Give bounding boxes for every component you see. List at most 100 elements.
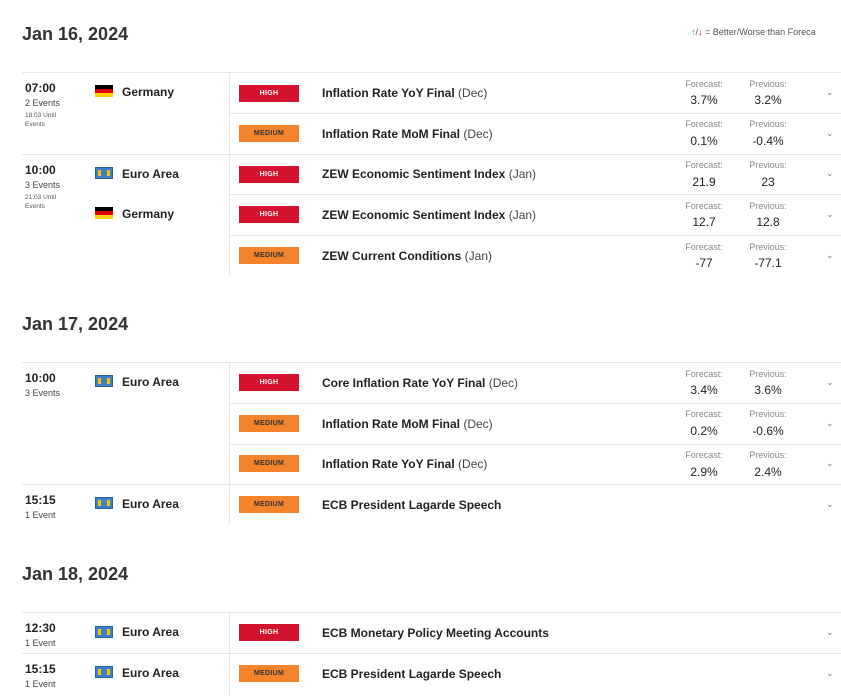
forecast-label: Forecast: xyxy=(685,409,723,419)
impact-badge: HIGH xyxy=(239,624,299,641)
event-name[interactable]: ECB President Lagarde Speech xyxy=(322,667,501,681)
day-header: Jan 18, 2024 xyxy=(22,564,129,584)
event-name[interactable]: Inflation Rate YoY Final (Dec) xyxy=(322,457,487,471)
germany-flag-icon xyxy=(95,85,113,97)
divider xyxy=(22,612,841,613)
event-count: 1 Event xyxy=(25,510,56,520)
event-title: ZEW Economic Sentiment Index xyxy=(322,167,506,181)
forecast-label: Forecast: xyxy=(685,79,723,89)
previous-label: Previous: xyxy=(749,201,787,211)
chevron-down-icon[interactable]: ⌄ xyxy=(826,87,834,97)
chevron-down-icon[interactable]: ⌄ xyxy=(826,668,834,678)
forecast-label: Forecast: xyxy=(685,119,723,129)
germany-flag-icon xyxy=(95,207,113,219)
event-period: (Dec) xyxy=(488,376,519,390)
event-period: (Dec) xyxy=(458,86,488,100)
event-name[interactable]: Inflation Rate YoY Final (Dec) xyxy=(322,86,487,100)
impact-badge: MEDIUM xyxy=(239,247,299,264)
event-count: 1 Event xyxy=(25,638,56,648)
forecast-value: -77 xyxy=(695,256,713,270)
event-name[interactable]: ECB President Lagarde Speech xyxy=(322,498,501,512)
forecast-label: Forecast: xyxy=(685,242,723,252)
euro-area-flag-icon xyxy=(95,375,113,387)
event-time: 15:15 xyxy=(25,493,56,507)
forecast-value: 2.9% xyxy=(690,465,718,479)
country-name: Euro Area xyxy=(122,167,179,181)
divider xyxy=(22,72,841,73)
previous-label: Previous: xyxy=(749,450,787,460)
chevron-down-icon[interactable]: ⌄ xyxy=(826,458,834,468)
chevron-down-icon[interactable]: ⌄ xyxy=(826,209,834,219)
country-name: Euro Area xyxy=(122,625,179,639)
chevron-down-icon[interactable]: ⌄ xyxy=(826,418,834,428)
previous-label: Previous: xyxy=(749,160,787,170)
divider xyxy=(22,484,841,485)
event-name[interactable]: Inflation Rate MoM Final (Dec) xyxy=(322,417,493,431)
event-title: ECB President Lagarde Speech xyxy=(322,498,502,512)
legend: ↑/↓ = Better/Worse than Foreca xyxy=(691,27,841,37)
impact-badge: MEDIUM xyxy=(239,665,299,682)
event-name[interactable]: ZEW Current Conditions (Jan) xyxy=(322,249,492,263)
event-time: 10:00 xyxy=(25,371,56,385)
country-name: Germany xyxy=(122,85,175,99)
event-title: ZEW Current Conditions xyxy=(322,249,462,263)
chevron-down-icon[interactable]: ⌄ xyxy=(826,377,834,387)
legend-text: = Better/Worse than Foreca xyxy=(702,27,816,37)
event-period: (Jan) xyxy=(508,167,537,181)
chevron-down-icon[interactable]: ⌄ xyxy=(826,627,834,637)
event-period: (Jan) xyxy=(508,208,537,222)
impact-badge: MEDIUM xyxy=(239,415,299,432)
event-name[interactable]: ECB Monetary Policy Meeting Accounts xyxy=(322,626,549,640)
chevron-down-icon[interactable]: ⌄ xyxy=(826,250,834,260)
event-name[interactable]: Core Inflation Rate YoY Final (Dec) xyxy=(322,376,518,390)
event-period: (Dec) xyxy=(463,127,493,141)
chevron-down-icon[interactable]: ⌄ xyxy=(826,168,834,178)
event-name[interactable]: ZEW Economic Sentiment Index (Jan) xyxy=(322,208,536,222)
country-name: Euro Area xyxy=(122,497,179,511)
event-name[interactable]: ZEW Economic Sentiment Index (Jan) xyxy=(322,167,536,181)
previous-value: -77.1 xyxy=(754,256,782,270)
event-time: 07:00 xyxy=(25,81,56,95)
event-period: (Jan) xyxy=(464,249,493,263)
event-title: Core Inflation Rate YoY Final xyxy=(322,376,486,390)
previous-label: Previous: xyxy=(749,242,787,252)
forecast-label: Forecast: xyxy=(685,160,723,170)
legend-separator: / xyxy=(695,27,699,37)
previous-value: 3.2% xyxy=(754,93,782,107)
previous-value: -0.6% xyxy=(752,424,784,438)
event-title: ECB President Lagarde Speech xyxy=(322,667,502,681)
euro-area-flag-icon xyxy=(95,497,113,509)
event-title: Inflation Rate YoY Final xyxy=(322,457,455,471)
previous-value: 23 xyxy=(761,175,775,189)
event-title: ECB Monetary Policy Meeting Accounts xyxy=(322,626,549,640)
event-time: 10:00 xyxy=(25,163,56,177)
chevron-down-icon[interactable]: ⌄ xyxy=(826,128,834,138)
event-time: 12:30 xyxy=(25,621,56,635)
day-header: Jan 17, 2024 xyxy=(22,314,129,334)
impact-badge: HIGH xyxy=(239,166,299,183)
event-name[interactable]: Inflation Rate MoM Final (Dec) xyxy=(322,127,493,141)
until-events: 18:03 Until Events xyxy=(25,112,57,128)
forecast-value: 0.2% xyxy=(690,424,718,438)
event-title: ZEW Economic Sentiment Index xyxy=(322,208,506,222)
divider xyxy=(229,235,841,236)
previous-label: Previous: xyxy=(749,369,787,379)
event-title: Inflation Rate MoM Final xyxy=(322,127,460,141)
impact-badge: MEDIUM xyxy=(239,455,299,472)
divider xyxy=(229,362,230,524)
euro-area-flag-icon xyxy=(95,167,113,179)
day-header: Jan 16, 2024 xyxy=(22,24,129,44)
divider xyxy=(22,362,841,363)
event-title: Inflation Rate YoY Final xyxy=(322,86,455,100)
previous-value: 2.4% xyxy=(754,465,782,479)
forecast-label: Forecast: xyxy=(685,450,723,460)
previous-label: Previous: xyxy=(749,79,787,89)
previous-value: 12.8 xyxy=(756,215,780,229)
previous-label: Previous: xyxy=(749,119,787,129)
divider xyxy=(229,612,230,696)
chevron-down-icon[interactable]: ⌄ xyxy=(826,499,834,509)
forecast-value: 21.9 xyxy=(692,175,716,189)
divider xyxy=(22,154,841,155)
country-name: Euro Area xyxy=(122,375,179,389)
impact-badge: HIGH xyxy=(239,206,299,223)
